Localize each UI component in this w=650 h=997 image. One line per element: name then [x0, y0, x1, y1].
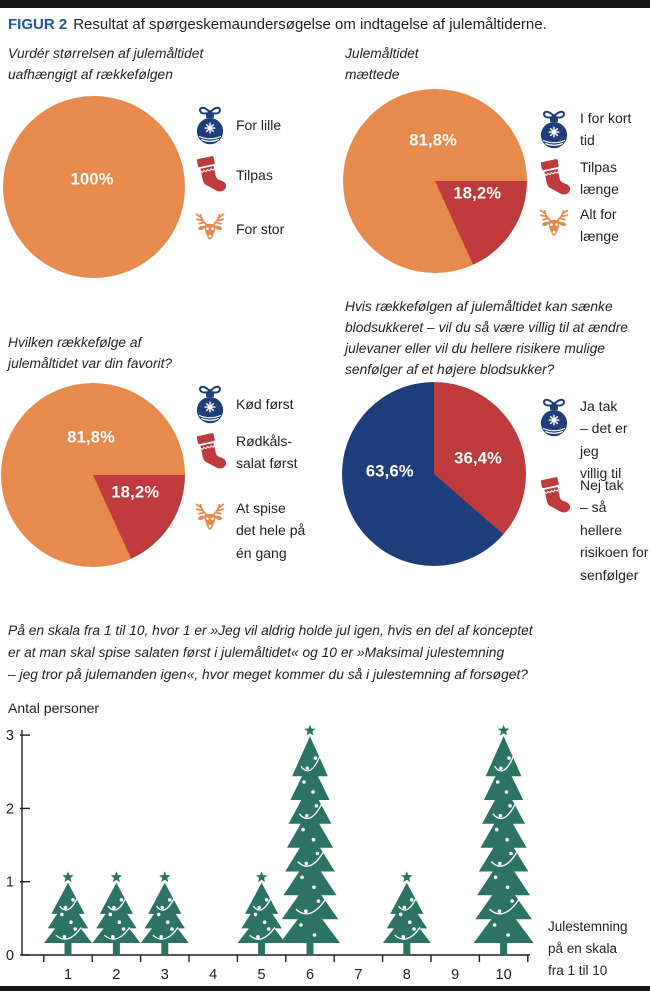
- svg-text:2: 2: [112, 967, 120, 983]
- legend-item: Kød først: [192, 383, 294, 425]
- ornament-icon: [192, 383, 228, 425]
- legend-label: Alt for længe: [580, 206, 619, 245]
- pie-slice-label: 36,4%: [454, 449, 503, 468]
- svg-text:1: 1: [6, 875, 14, 891]
- svg-text:5: 5: [258, 967, 266, 983]
- legend-label: Nej tak – så hellere risikoen for senføl…: [580, 477, 649, 583]
- y-axis-label: Antal personer: [8, 700, 100, 716]
- pie-chart-favorite-order: 81,8% 18,2%: [1, 383, 185, 567]
- legend-item: Alt for længe: [536, 203, 650, 248]
- legend-item: Nej tak – så hellere risikoen for senføl…: [536, 474, 650, 586]
- question-meal-size: Vurdér størrelsen af julemåltidet uafhæn…: [8, 46, 204, 82]
- legend-item: Rødkåls- salat først: [192, 430, 297, 475]
- pie-chart-satiety: 81,8% 18,2%: [343, 89, 527, 273]
- legend-meal-size: For lille Tilpas For stor: [192, 100, 332, 260]
- legend-label: For lille: [236, 116, 282, 133]
- legend-label: Rødkåls- salat først: [236, 433, 298, 472]
- legend-item: I for kort tid: [536, 107, 650, 152]
- svg-text:3: 3: [6, 728, 14, 744]
- question-satiety: Julemåltidet mættede: [345, 46, 419, 82]
- legend-item: For lille: [192, 104, 281, 146]
- stocking-icon: [192, 154, 228, 196]
- pie-chart-willingness: 63,6% 36,4%: [342, 382, 526, 566]
- legend-item: For stor: [192, 208, 284, 250]
- legend-label: For stor: [236, 220, 285, 237]
- legend-label: I for kort tid: [580, 110, 632, 149]
- figure-caption: FIGUR 2 Resultat af spørgeskemaundersøgel…: [8, 16, 547, 33]
- ornament-icon: [536, 108, 572, 150]
- svg-text:4: 4: [209, 967, 217, 983]
- reindeer-icon: [192, 498, 228, 540]
- reindeer-icon: [192, 208, 228, 250]
- question-willingness: Hvis rækkefølgen af julemåltidet kan sæn…: [345, 299, 628, 377]
- question-favorite-order: Hvilken rækkefølge af julemåltidet var d…: [8, 335, 173, 371]
- legend-item: Tilpas: [192, 154, 273, 196]
- figure-caption-text: Resultat af spørgeskemaundersøgelse om i…: [73, 16, 547, 33]
- svg-text:0: 0: [6, 948, 14, 964]
- top-rule: [0, 0, 650, 8]
- svg-text:8: 8: [403, 967, 411, 983]
- pie-slice-label: 100%: [70, 170, 114, 189]
- pie-slice-label: 81,8%: [409, 131, 458, 150]
- legend-label: Tilpas: [236, 166, 273, 183]
- legend-label: Tilpas længe: [580, 159, 619, 198]
- svg-text:3: 3: [161, 967, 169, 983]
- pie-slice-label: 18,2%: [111, 483, 160, 502]
- pie-chart-meal-size: 100%: [3, 96, 185, 278]
- svg-text:7: 7: [354, 967, 362, 983]
- svg-text:6: 6: [306, 967, 314, 983]
- legend-label: Kød først: [236, 395, 294, 412]
- svg-text:10: 10: [496, 967, 512, 983]
- legend-willingness: Ja tak – det er jeg villig til Nej tak –…: [536, 390, 650, 583]
- stocking-icon: [536, 475, 572, 517]
- legend-item: Ja tak – det er jeg villig til: [536, 395, 650, 485]
- svg-text:1: 1: [64, 967, 72, 983]
- svg-text:2: 2: [6, 801, 14, 817]
- pie-slice-label: 81,8%: [67, 428, 116, 447]
- legend-label: At spise det hele på én gang: [236, 500, 306, 561]
- figure-number: FIGUR 2: [8, 16, 68, 33]
- legend-item: At spise det hele på én gang: [192, 497, 305, 564]
- stocking-icon: [536, 157, 572, 199]
- legend-label: Ja tak – det er jeg villig til: [580, 398, 628, 482]
- stocking-icon: [192, 431, 228, 473]
- legend-favorite-order: Kød først Rødkåls- salat først At spise …: [192, 380, 332, 580]
- reindeer-icon: [536, 204, 572, 246]
- tree-bar-chart: 0 1 2 3 1 2 3 4 5 6 7 8 9 10: [6, 724, 534, 983]
- ornament-icon: [536, 396, 572, 438]
- pie-slice-label: 18,2%: [453, 184, 502, 203]
- legend-satiety: I for kort tid Tilpas længe Alt for læng…: [536, 100, 650, 260]
- x-axis-label: Julestemning på en skala fra 1 til 10: [548, 919, 628, 978]
- ornament-icon: [192, 104, 228, 146]
- legend-item: Tilpas længe: [536, 156, 650, 201]
- pie-slice-label: 63,6%: [365, 462, 414, 481]
- bottom-rule: [0, 986, 650, 991]
- svg-text:9: 9: [451, 967, 459, 983]
- question-mood-scale: På en skala fra 1 til 10, hvor 1 er »Jeg…: [8, 623, 533, 683]
